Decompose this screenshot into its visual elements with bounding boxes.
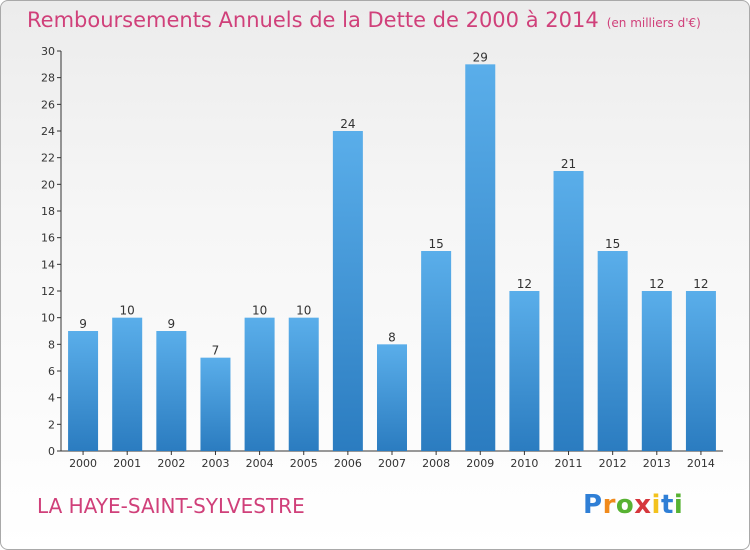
y-tick-label: 12 — [41, 285, 55, 298]
bar — [377, 344, 407, 451]
data-label: 29 — [473, 50, 488, 64]
y-tick-label: 26 — [41, 98, 55, 111]
x-axis: 2000 2001 2002 2003 2004 2005 2006 2007 2008 2009… — [61, 450, 723, 470]
y-tick-label: 14 — [41, 258, 55, 271]
x-tick-label: 2012 — [599, 457, 627, 470]
data-labels: 9 10 9 7 10 10 24 8 15 29 12 21 15 12 12 — [79, 50, 708, 357]
data-label: 10 — [252, 304, 267, 318]
y-tick-label: 30 — [41, 45, 55, 58]
y-tick-label: 10 — [41, 312, 55, 325]
data-label: 21 — [561, 157, 576, 171]
bar — [597, 251, 628, 451]
x-tick-label: 2004 — [246, 457, 274, 470]
x-tick-label: 2000 — [69, 457, 97, 470]
bar — [641, 291, 672, 451]
data-label: 9 — [168, 317, 176, 331]
data-label: 15 — [428, 237, 443, 251]
y-tick-label: 16 — [41, 232, 55, 245]
chart-title: Remboursements Annuels de la Dette de 20… — [27, 8, 701, 32]
data-label: 9 — [79, 317, 87, 331]
bar — [685, 291, 716, 451]
y-tick-label: 6 — [48, 365, 55, 378]
bar — [553, 171, 584, 451]
y-tick-label: 24 — [41, 125, 55, 138]
bar — [244, 317, 275, 451]
logo-letter: t — [660, 490, 674, 520]
data-label: 8 — [388, 330, 396, 344]
bar — [156, 331, 187, 451]
bar — [68, 331, 99, 451]
chart-title-text: Remboursements Annuels de la Dette de 20… — [27, 8, 599, 32]
x-tick-label: 2002 — [157, 457, 185, 470]
y-tick-label: 0 — [48, 445, 55, 458]
x-tick-label: 2013 — [643, 457, 671, 470]
y-tick-label: 22 — [41, 152, 55, 165]
x-tick-label: 2009 — [466, 457, 494, 470]
bar — [200, 357, 231, 451]
data-label: 12 — [649, 277, 664, 291]
bar — [509, 291, 540, 451]
data-label: 15 — [605, 237, 620, 251]
bar — [421, 251, 452, 451]
x-tick-label: 2008 — [422, 457, 450, 470]
bar — [332, 131, 363, 451]
logo-letter: x — [634, 490, 652, 520]
logo-letter: i — [673, 490, 684, 520]
y-tick-label: 2 — [48, 418, 55, 431]
x-tick-label: 2011 — [555, 457, 583, 470]
y-tick-label: 28 — [41, 72, 55, 85]
logo-letter: r — [602, 490, 616, 520]
bar — [465, 64, 496, 452]
data-label: 7 — [212, 344, 220, 358]
x-tick-label: 2010 — [510, 457, 538, 470]
x-tick-label: 2001 — [113, 457, 141, 470]
bars — [68, 64, 716, 452]
data-label: 24 — [340, 117, 355, 131]
logo-letter: i — [651, 490, 661, 520]
data-label: 12 — [517, 277, 532, 291]
data-label: 10 — [296, 304, 311, 318]
data-label: 12 — [693, 277, 708, 291]
logo-letter: P — [583, 490, 603, 520]
y-tick-label: 18 — [41, 205, 55, 218]
town-name: LA HAYE-SAINT-SYLVESTRE — [37, 494, 305, 518]
x-tick-label: 2006 — [334, 457, 362, 470]
proxiti-logo: Proxiti — [583, 490, 683, 520]
logo-letter: o — [615, 490, 635, 520]
x-tick-label: 2003 — [201, 457, 229, 470]
x-tick-label: 2005 — [290, 457, 318, 470]
x-tick-label: 2007 — [378, 457, 406, 470]
y-tick-label: 4 — [48, 392, 55, 405]
bar — [288, 317, 319, 451]
x-tick-label: 2014 — [687, 457, 715, 470]
y-tick-label: 20 — [41, 178, 55, 191]
y-tick-label: 8 — [48, 338, 55, 351]
chart-subtitle: (en milliers d'€) — [606, 16, 701, 30]
data-label: 10 — [120, 304, 135, 318]
bar — [112, 317, 143, 451]
